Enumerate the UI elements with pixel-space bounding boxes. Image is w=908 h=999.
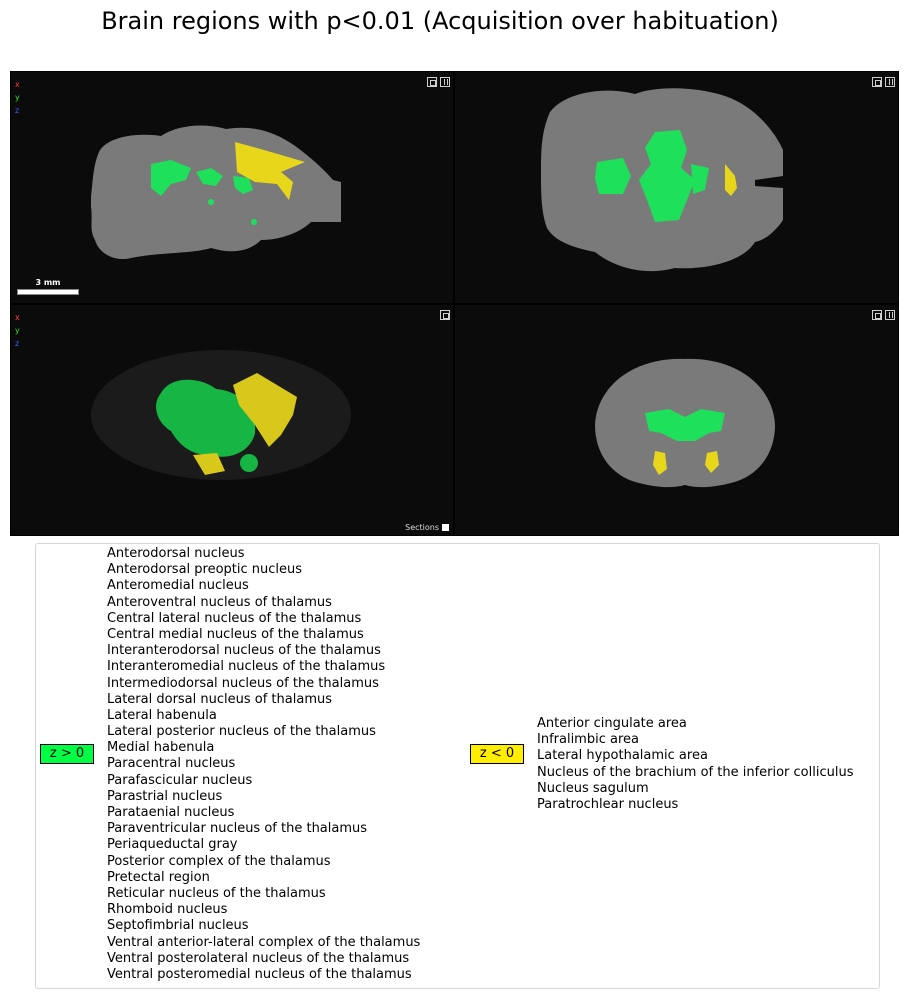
horizontal-positive-region-3: [691, 164, 709, 194]
negative-swatch: z < 0: [470, 744, 524, 764]
legend-region-item: Central lateral nucleus of the thalamus: [107, 610, 362, 626]
coronal-negative-region: [653, 451, 667, 475]
legend-region-item: Infralimbic area: [537, 732, 639, 748]
sagittal-positive-region: [151, 160, 191, 196]
axis-labels: x y z: [15, 311, 20, 350]
3d-negative-volume-2: [193, 453, 225, 475]
legend-region-item: Parataenial nucleus: [107, 805, 235, 820]
axis-x-label: x: [15, 313, 20, 322]
horizontal-positive-region-2: [595, 158, 631, 194]
3d-positive-volume: [156, 379, 256, 457]
legend-region-item: Anterodorsal nucleus: [107, 546, 245, 561]
3d-positive-blob: [240, 454, 258, 472]
legend-region-item: Anteromedial nucleus: [107, 578, 249, 594]
legend-region-item: Rhomboid nucleus: [107, 902, 228, 918]
axis-y-label: y: [15, 326, 20, 335]
axis-x-label: x: [15, 80, 20, 89]
legend-region-item: Interanteromedial nucleus of the thalamu…: [107, 659, 386, 675]
horizontal-notch: [755, 176, 783, 188]
axis-z-label: z: [15, 339, 20, 348]
axis-labels: x y z: [15, 78, 20, 117]
negative-swatch-label: z < 0: [479, 746, 515, 761]
scale-bar: 3 mm: [17, 278, 79, 295]
coronal-positive-region: [645, 409, 725, 441]
legend-region-item: Anteroventral nucleus of thalamus: [107, 594, 332, 610]
axis-z-label: z: [15, 106, 20, 115]
maximize-icon[interactable]: [872, 77, 882, 87]
legend-region-item: Lateral dorsal nucleus of thalamus: [107, 691, 332, 707]
legend-region-item: Posterior complex of the thalamus: [107, 853, 331, 869]
legend-region-item: Reticular nucleus of the thalamus: [107, 885, 326, 901]
legend-region-item: Lateral hypothalamic area: [537, 748, 708, 764]
split-view-icon[interactable]: [440, 77, 450, 87]
axis-y-label: y: [15, 93, 20, 102]
legend-region-item: Lateral posterior nucleus of the thalamu…: [107, 724, 376, 740]
legend-region-item: Septofimbrial nucleus: [107, 918, 249, 934]
legend-region-item: Paracentral nucleus: [107, 756, 236, 772]
figure-title: Brain regions with p<0.01 (Acquisition o…: [101, 7, 779, 35]
positive-swatch-label: z > 0: [49, 746, 85, 761]
horizontal-slice: [541, 88, 783, 272]
legend-region-item: Medial habenula: [107, 740, 215, 756]
legend-region-item: Ventral anterior-lateral complex of the …: [107, 934, 421, 950]
sagittal-positive-region-2: [196, 168, 223, 186]
sagittal-positive-dot: [251, 219, 257, 225]
sagittal-positive-dot-2: [208, 199, 214, 205]
sagittal-slice: [91, 125, 341, 260]
legend-region-item: Paratrochlear nucleus: [537, 796, 679, 812]
scale-bar-label: 3 mm: [35, 278, 61, 287]
sagittal-negative-region: [235, 142, 305, 200]
positive-swatch: z > 0: [40, 744, 94, 764]
horizontal-negative-region: [725, 164, 737, 196]
view-controls: [872, 77, 895, 87]
3d-negative-volume: [233, 373, 297, 447]
legend-region-item: Interanterodorsal nucleus of the thalamu…: [107, 643, 381, 659]
maximize-icon[interactable]: [872, 310, 882, 320]
view-controls: [440, 310, 450, 320]
view-controls: [872, 310, 895, 320]
3d-render: [91, 350, 351, 480]
legend-region-item: Pretectal region: [107, 869, 210, 885]
sagittal-positive-region-3: [233, 176, 253, 194]
view-controls: [427, 77, 450, 87]
legend-region-item: Ventral posteromedial nucleus of the tha…: [107, 966, 412, 982]
split-view-icon[interactable]: [885, 310, 895, 320]
legend-region-item: Parastrial nucleus: [107, 788, 223, 804]
coronal-negative-region-2: [705, 451, 719, 473]
sections-checkbox[interactable]: [442, 524, 449, 531]
sections-label: Sections: [405, 523, 439, 532]
negative-region-list: Anterior cingulate area Infralimbic area L…: [537, 716, 853, 813]
legend-region-item: Intermediodorsal nucleus of the thalamus: [107, 675, 379, 691]
legend-region-item: Parafascicular nucleus: [107, 772, 253, 788]
legend-region-item: Ventral posterolateral nucleus of the th…: [107, 950, 410, 966]
positive-region-list: Anterodorsal nucleus Anterodorsal preopti…: [107, 546, 420, 983]
3d-view[interactable]: x y z Sections: [11, 305, 453, 535]
brain-viewer[interactable]: x y z 3 mm: [10, 71, 899, 536]
legend-region-item: Lateral habenula: [107, 707, 217, 723]
legend-region-item: Central medial nucleus of the thalamus: [107, 626, 364, 642]
scale-bar-line: [17, 289, 79, 295]
horizontal-positive-region: [639, 130, 695, 222]
legend-region-item: Periaqueductal gray: [107, 837, 238, 853]
coronal-slice: [595, 358, 775, 488]
legend-region-item: Nucleus sagulum: [537, 780, 649, 796]
sections-toggle[interactable]: Sections: [405, 523, 449, 532]
maximize-icon[interactable]: [440, 310, 450, 320]
horizontal-view[interactable]: [455, 72, 898, 303]
legend-region-item: Anterior cingulate area: [537, 716, 687, 731]
legend-region-item: Anterodorsal preoptic nucleus: [107, 562, 303, 578]
legend-region-item: Nucleus of the brachium of the inferior …: [537, 764, 854, 780]
maximize-icon[interactable]: [427, 77, 437, 87]
split-view-icon[interactable]: [885, 77, 895, 87]
coronal-view[interactable]: [455, 305, 898, 535]
legend: z > 0 Anterodorsal nucleus Anterodorsal p…: [35, 543, 880, 989]
sagittal-view[interactable]: x y z 3 mm: [11, 72, 453, 303]
sagittal-brain-outline: [91, 125, 341, 260]
legend-region-item: Paraventricular nucleus of the thalamus: [107, 821, 368, 837]
